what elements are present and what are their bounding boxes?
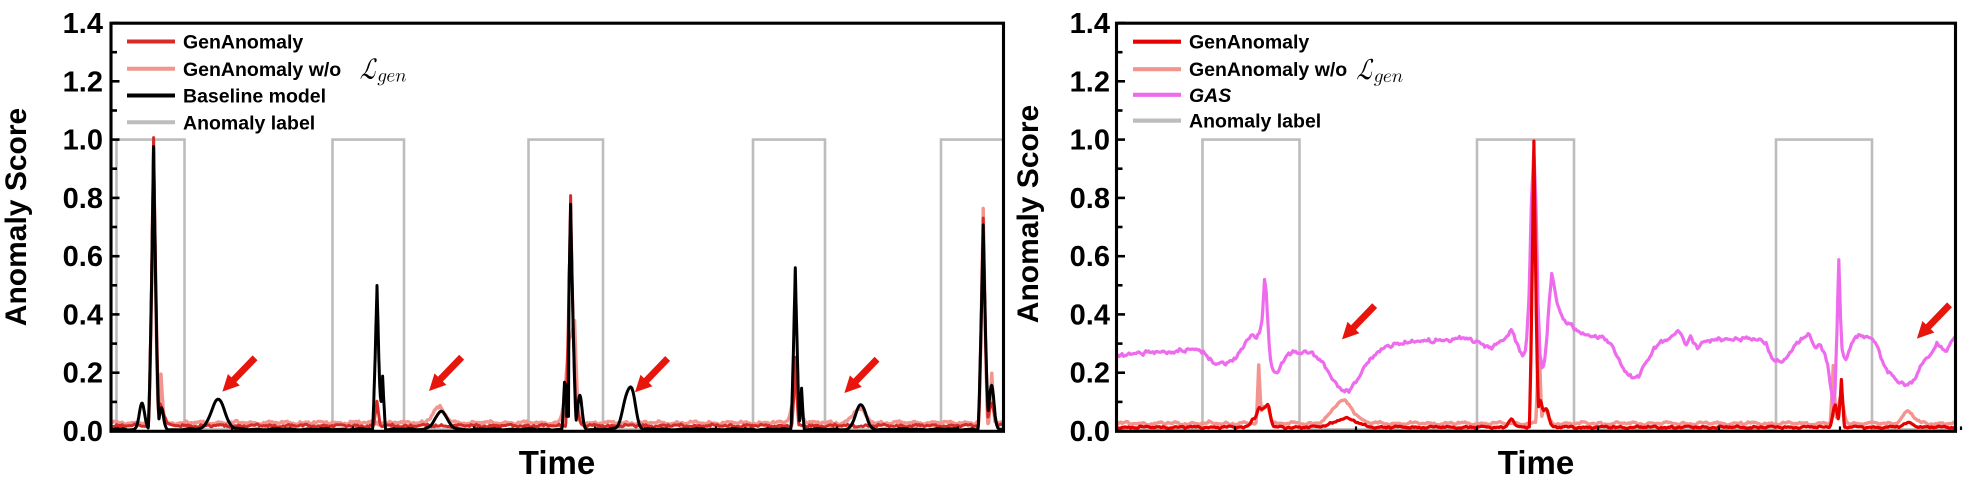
svg-text:0.6: 0.6: [1070, 241, 1110, 273]
svg-text:0.8: 0.8: [63, 183, 103, 215]
svg-text:GenAnomaly: GenAnomaly: [1189, 32, 1309, 54]
svg-text:1.2: 1.2: [63, 66, 103, 98]
svg-text:0.8: 0.8: [1070, 183, 1110, 215]
svg-text:Anomaly Score: Anomaly Score: [0, 108, 33, 326]
svg-text:Anomaly label: Anomaly label: [1189, 111, 1321, 133]
svg-text:GenAnomaly w/o: GenAnomaly w/o: [183, 59, 341, 81]
svg-text:Baseline model: Baseline model: [183, 86, 326, 108]
svg-text:1.4: 1.4: [1070, 8, 1110, 40]
svg-text:0.4: 0.4: [63, 299, 103, 331]
svg-text:0.0: 0.0: [1070, 416, 1110, 448]
svg-text:GenAnomaly: GenAnomaly: [183, 32, 303, 54]
svg-text:1.2: 1.2: [1070, 66, 1110, 98]
svg-text:0.6: 0.6: [63, 241, 103, 273]
svg-text:Anomaly Score: Anomaly Score: [1012, 105, 1045, 323]
svg-text:1.0: 1.0: [1070, 125, 1110, 157]
svg-text:GenAnomaly w/o: GenAnomaly w/o: [1189, 59, 1347, 81]
svg-text:1.0: 1.0: [63, 125, 103, 157]
svg-text:GAS: GAS: [1189, 85, 1231, 107]
svg-text:0.2: 0.2: [63, 358, 103, 390]
svg-text:Time: Time: [519, 444, 595, 481]
svg-text:1.4: 1.4: [63, 8, 103, 40]
svg-text:0.2: 0.2: [1070, 358, 1110, 390]
svg-text:Time: Time: [1498, 444, 1574, 481]
svg-text:0.4: 0.4: [1070, 299, 1110, 331]
svg-text:0.0: 0.0: [63, 416, 103, 448]
svg-text:Anomaly label: Anomaly label: [183, 112, 315, 134]
